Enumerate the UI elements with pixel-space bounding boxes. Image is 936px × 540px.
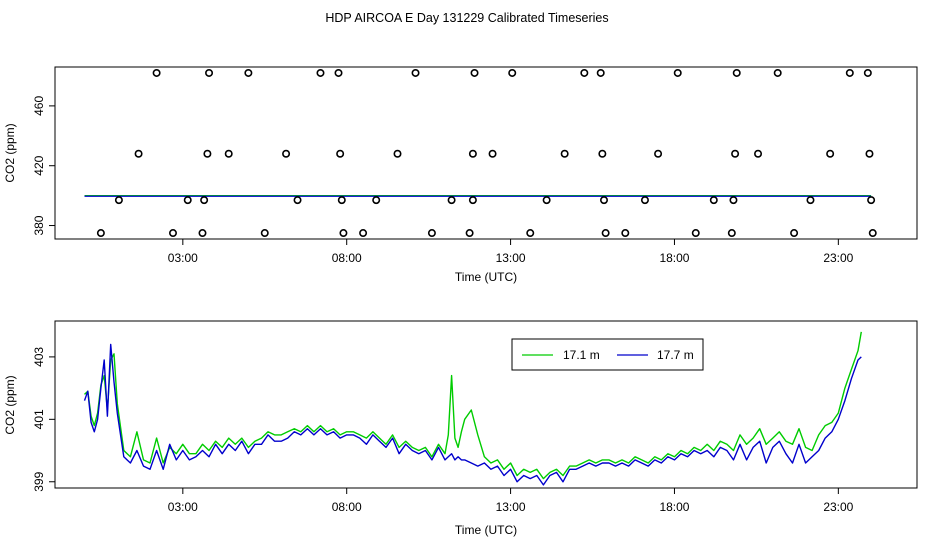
- scatter-point: [447, 196, 456, 205]
- scatter-point: [729, 196, 738, 205]
- bottom-y-axis: 399 401 403: [32, 347, 55, 492]
- scatter-point: [621, 229, 630, 238]
- scatter-point: [673, 68, 682, 77]
- y-tick-label: 420: [32, 155, 46, 175]
- scatter-point: [845, 68, 854, 77]
- x-tick-label: 23:00: [823, 251, 853, 265]
- top-x-axis: 03:00 08:00 13:00 18:00 23:00: [168, 239, 854, 265]
- scatter-point: [596, 68, 605, 77]
- scatter-point: [293, 196, 302, 205]
- x-tick-label: 08:00: [332, 251, 362, 265]
- y-tick-label: 403: [32, 347, 46, 367]
- x-tick-label: 13:00: [496, 500, 526, 514]
- series-line-17-7-m: [83, 343, 862, 486]
- scatter-point: [393, 149, 402, 158]
- scatter-point: [465, 229, 474, 238]
- scatter-point: [640, 196, 649, 205]
- bottom-x-axis: 03:00 08:00 13:00 18:00 23:00: [168, 488, 854, 514]
- scatter-point: [336, 149, 345, 158]
- scatter-point: [205, 68, 214, 77]
- y-tick-label: 380: [32, 215, 46, 235]
- scatter-point: [168, 229, 177, 238]
- bottom-plot-frame: [54, 320, 918, 489]
- scatter-point: [244, 68, 253, 77]
- scatter-point: [654, 149, 663, 158]
- top-scatter-points: [96, 68, 877, 238]
- legend-label-17-1m: 17.1 m: [563, 348, 600, 362]
- scatter-point: [470, 68, 479, 77]
- scatter-point: [488, 149, 497, 158]
- scatter-point: [580, 68, 589, 77]
- scatter-point: [868, 229, 877, 238]
- scatter-point: [114, 196, 123, 205]
- scatter-point: [316, 68, 325, 77]
- top-panel: 03:00 08:00 13:00 18:00 23:00 380 420 460 Time…: [3, 66, 918, 284]
- x-tick-label: 18:00: [659, 500, 689, 514]
- scatter-point: [200, 196, 209, 205]
- scatter-point: [691, 229, 700, 238]
- x-tick-label: 08:00: [332, 500, 362, 514]
- scatter-point: [731, 149, 740, 158]
- scatter-point: [468, 149, 477, 158]
- x-tick-label: 13:00: [496, 251, 526, 265]
- scatter-point: [709, 196, 718, 205]
- scatter-point: [334, 68, 343, 77]
- scatter-point: [732, 68, 741, 77]
- bottom-series-lines: [83, 331, 862, 486]
- scatter-point: [601, 229, 610, 238]
- scatter-point: [754, 149, 763, 158]
- scatter-point: [411, 68, 420, 77]
- scatter-point: [826, 149, 835, 158]
- top-reference-lines: [84, 195, 872, 197]
- top-x-axis-label: Time (UTC): [455, 270, 517, 284]
- scatter-point: [773, 68, 782, 77]
- scatter-point: [863, 68, 872, 77]
- top-plot-frame: [54, 66, 918, 240]
- top-y-axis-label: CO2 (ppm): [3, 123, 17, 182]
- scatter-point: [598, 149, 607, 158]
- scatter-point: [260, 229, 269, 238]
- bottom-y-axis-label: CO2 (ppm): [3, 375, 17, 434]
- bottom-panel: 03:00 08:00 13:00 18:00 23:00 399 401 403 Time…: [3, 320, 918, 537]
- scatter-point: [790, 229, 799, 238]
- scatter-point: [198, 229, 207, 238]
- scatter-point: [806, 196, 815, 205]
- legend-label-17-7m: 17.7 m: [657, 348, 694, 362]
- x-tick-label: 23:00: [823, 500, 853, 514]
- scatter-point: [134, 149, 143, 158]
- y-tick-label: 401: [32, 409, 46, 429]
- legend: 17.1 m 17.7 m: [511, 338, 704, 371]
- scatter-point: [526, 229, 535, 238]
- scatter-point: [372, 196, 381, 205]
- top-y-axis: 380 420 460: [32, 96, 55, 236]
- scatter-point: [224, 149, 233, 158]
- scatter-point: [203, 149, 212, 158]
- series-line-17-1-m: [84, 331, 862, 480]
- scatter-point: [359, 229, 368, 238]
- scatter-point: [867, 196, 876, 205]
- scatter-point: [727, 229, 736, 238]
- scatter-point: [183, 196, 192, 205]
- scatter-point: [508, 68, 517, 77]
- y-tick-label: 460: [32, 96, 46, 116]
- scatter-point: [152, 68, 161, 77]
- scatter-point: [468, 196, 477, 205]
- x-tick-label: 03:00: [168, 500, 198, 514]
- scatter-point: [427, 229, 436, 238]
- x-tick-label: 03:00: [168, 251, 198, 265]
- chart-title: HDP AIRCOA E Day 131229 Calibrated Times…: [325, 11, 608, 25]
- bottom-x-axis-label: Time (UTC): [455, 523, 517, 537]
- x-tick-label: 18:00: [659, 251, 689, 265]
- scatter-point: [96, 229, 105, 238]
- scatter-point: [542, 196, 551, 205]
- scatter-point: [599, 196, 608, 205]
- scatter-point: [560, 149, 569, 158]
- scatter-point: [282, 149, 291, 158]
- scatter-point: [339, 229, 348, 238]
- scatter-point: [865, 149, 874, 158]
- scatter-point: [337, 196, 346, 205]
- y-tick-label: 399: [32, 471, 46, 491]
